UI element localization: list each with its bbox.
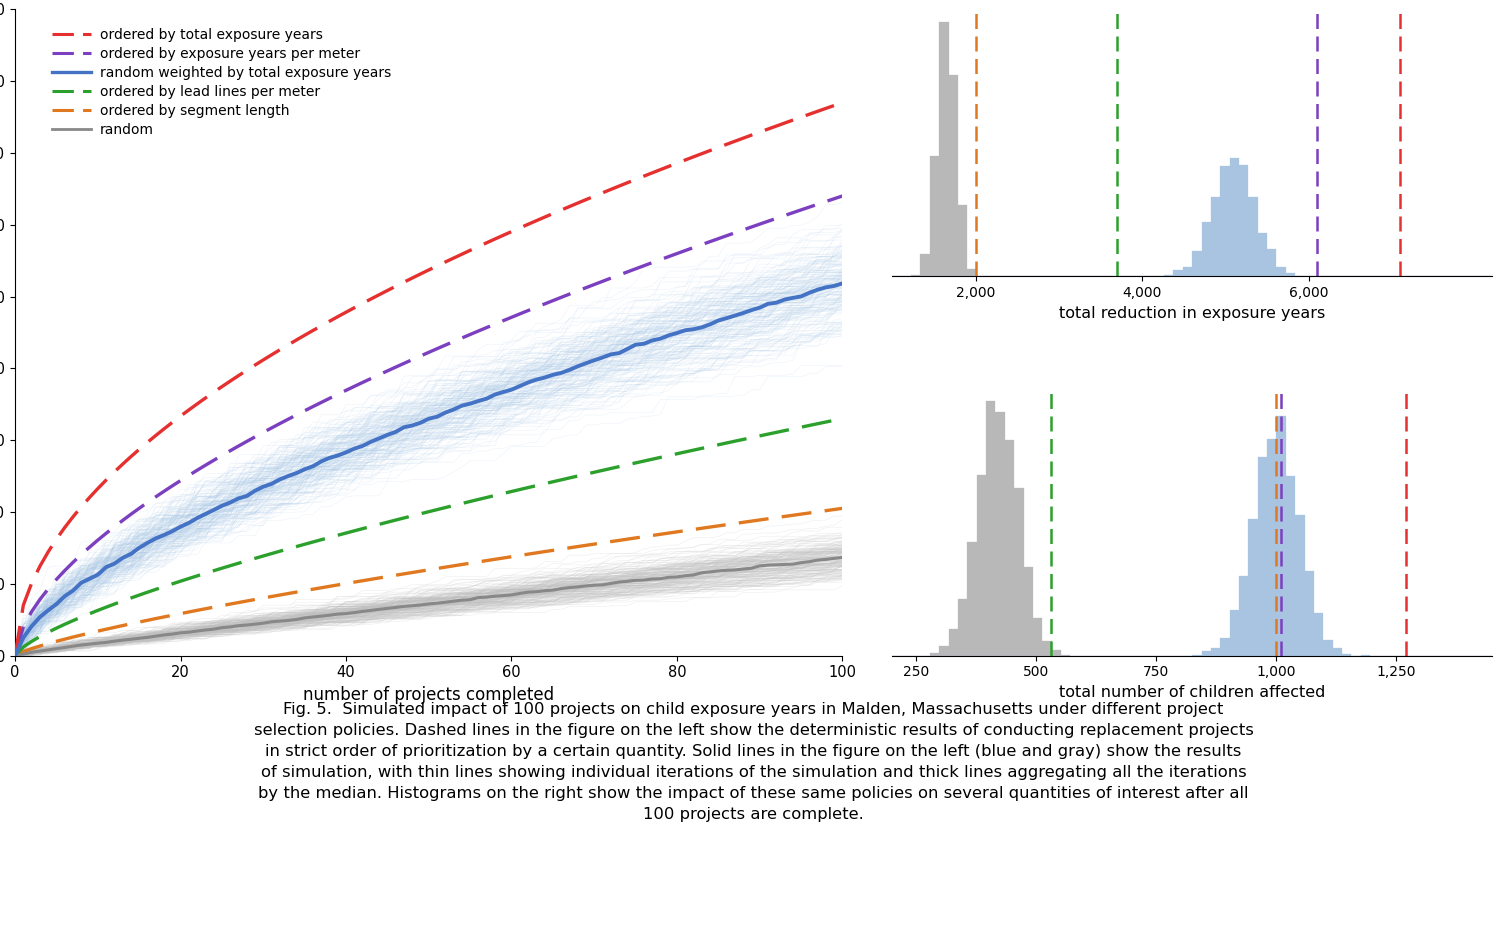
Bar	[1230, 158, 1239, 276]
Bar	[930, 156, 939, 276]
Bar	[967, 269, 977, 276]
Bar	[1323, 641, 1332, 656]
Bar	[1258, 232, 1267, 276]
Bar	[986, 401, 996, 656]
Bar	[1163, 275, 1174, 276]
Bar	[1183, 267, 1192, 276]
Bar	[1267, 249, 1276, 276]
Bar	[939, 645, 948, 656]
Bar	[1174, 269, 1183, 276]
Bar	[1023, 567, 1032, 656]
X-axis label: total reduction in exposure years: total reduction in exposure years	[1059, 306, 1325, 320]
Bar	[1201, 222, 1212, 276]
Bar	[912, 274, 921, 276]
Bar	[1192, 252, 1201, 276]
Bar	[948, 74, 958, 276]
Bar	[958, 599, 967, 656]
Bar	[1043, 641, 1052, 656]
Bar	[958, 205, 967, 276]
Bar	[930, 653, 939, 656]
Bar	[1343, 654, 1352, 656]
Bar	[1295, 515, 1305, 656]
Bar	[939, 22, 948, 276]
Text: Fig. 5.  Simulated impact of 100 projects on child exposure years in Malden, Mas: Fig. 5. Simulated impact of 100 projects…	[253, 702, 1254, 821]
Bar	[1221, 166, 1230, 276]
Bar	[1276, 268, 1285, 276]
Bar	[996, 412, 1005, 656]
Bar	[1258, 457, 1267, 656]
X-axis label: total number of children affected: total number of children affected	[1059, 685, 1325, 700]
Bar	[1248, 197, 1258, 276]
X-axis label: number of projects completed: number of projects completed	[303, 686, 555, 704]
Bar	[1248, 519, 1258, 656]
Bar	[1014, 488, 1023, 656]
Bar	[921, 254, 930, 276]
Bar	[1052, 650, 1061, 656]
Bar	[977, 475, 986, 656]
Legend: ordered by total exposure years, ordered by exposure years per meter, random wei: ordered by total exposure years, ordered…	[47, 22, 396, 142]
Bar	[1267, 439, 1276, 656]
Bar	[948, 629, 958, 656]
Bar	[1239, 576, 1248, 656]
Bar	[1192, 655, 1201, 656]
Bar	[967, 542, 977, 656]
Bar	[1332, 648, 1343, 656]
Bar	[1212, 196, 1221, 276]
Bar	[1201, 651, 1212, 656]
Bar	[1032, 618, 1043, 656]
Bar	[1285, 272, 1295, 276]
Bar	[1314, 612, 1323, 656]
Bar	[1221, 638, 1230, 656]
Bar	[1285, 476, 1295, 656]
Bar	[1305, 571, 1314, 656]
Bar	[1239, 166, 1248, 276]
Bar	[1276, 417, 1285, 656]
Bar	[1005, 440, 1014, 656]
Bar	[1212, 648, 1221, 656]
Bar	[1230, 610, 1239, 656]
